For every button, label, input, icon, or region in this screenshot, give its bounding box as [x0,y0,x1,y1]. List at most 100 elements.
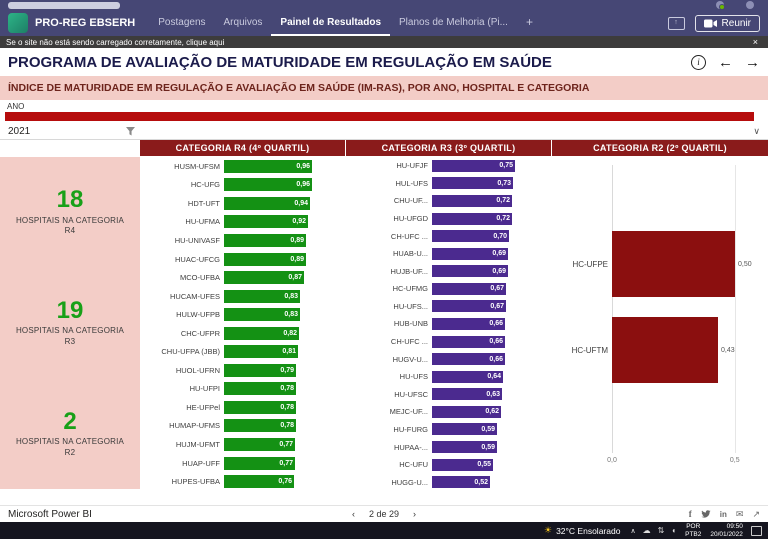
value-bar[interactable]: 0,89 [224,252,306,266]
value-bar[interactable]: 0,55 [432,458,493,471]
value-bar[interactable]: 0,63 [432,388,502,401]
chart-row: HC-UFG 0,96 [140,178,345,192]
value-label: 0,89 [290,255,304,263]
value-bar[interactable]: 0,78 [224,419,296,433]
value-bar[interactable]: 0,92 [224,215,308,229]
weather-widget[interactable]: ☀ 32°C Ensolarado [544,525,620,536]
action-center-icon[interactable] [750,525,762,536]
value-bar[interactable] [612,231,735,297]
value-bar[interactable]: 0,52 [432,476,490,489]
share-screen-icon[interactable]: ↑ [667,16,685,30]
value-bar[interactable]: 0,67 [432,282,506,295]
hospital-name: HUAP-UFF [182,458,220,468]
value-bar[interactable]: 0,78 [224,400,296,414]
year-dropdown[interactable]: 2021 ∨ [0,123,768,139]
next-page-icon[interactable]: › [413,509,417,519]
value-bar[interactable]: 0,89 [224,233,306,247]
value-bar[interactable]: 0,87 [224,271,304,285]
expand-icon[interactable]: ↗ [752,508,760,519]
tab-postagens[interactable]: Postagens [158,16,206,28]
chart-row: HU-UNIVASF 0,89 [140,233,345,247]
hospital-name: HU-UFSC [394,389,428,399]
chart-row: MCO-UFBA 0,87 [140,271,345,285]
value-bar[interactable]: 0,96 [224,159,312,173]
tab-planos-de-melhoria[interactable]: Planos de Melhoria (Pi... [399,16,508,28]
hospital-name: CH-UFC ... [390,337,428,347]
value-bar[interactable]: 0,79 [224,363,296,377]
value-bar[interactable]: 0,82 [224,326,299,340]
chart-row: HU-UFS 0,64 [346,370,548,384]
chart-row: HU-UFS... 0,67 [346,299,548,313]
value-bar[interactable] [612,317,718,383]
facebook-icon[interactable]: f [688,509,692,519]
language-indicator[interactable]: POR PTB2 [685,523,701,539]
value-bar[interactable]: 0,77 [224,437,295,451]
value-bar[interactable]: 0,96 [224,178,312,192]
value-bar[interactable]: 0,64 [432,370,503,383]
chart-row: HU-UFGD 0,72 [346,212,548,226]
value-bar[interactable]: 0,94 [224,196,310,210]
value-label: 0,83 [284,311,298,319]
volume-icon[interactable]: ◖ [671,526,677,535]
add-tab-button[interactable]: + [525,15,533,29]
chart-row: HC-UFTM 0,43 [552,317,768,383]
avatar[interactable] [716,1,725,10]
value-label: 0,94 [294,199,308,207]
notice-text[interactable]: Se o site não está sendo carregado corre… [6,37,225,47]
team-name: PRO-REG EBSERH [35,17,136,29]
close-icon[interactable]: × [752,37,758,47]
value-bar[interactable]: 0,81 [224,345,298,359]
chevron-down-icon[interactable]: ∨ [753,125,760,136]
chart-row: HUCAM-UFES 0,83 [140,289,345,303]
value-bar[interactable]: 0,59 [432,441,497,454]
hidden-icons-chevron[interactable]: ∧ [630,527,636,535]
tab-painel-de-resultados[interactable]: Painel de Resultados [271,10,391,36]
value-label: 0,50 [738,260,752,268]
value-bar[interactable]: 0,62 [432,405,501,418]
value-bar[interactable]: 0,73 [432,177,513,190]
value-bar[interactable]: 0,77 [224,456,295,470]
value-bar[interactable]: 0,75 [432,159,515,172]
value-bar[interactable]: 0,67 [432,300,506,313]
prev-page-icon[interactable]: ‹ [351,509,355,519]
twitter-icon[interactable] [701,509,711,519]
value-bar[interactable]: 0,66 [432,335,505,348]
filter-icon[interactable] [126,126,136,136]
value-bar[interactable]: 0,83 [224,308,300,322]
value-bar[interactable]: 0,72 [432,194,512,207]
value-bar[interactable]: 0,70 [432,230,509,243]
chart-row: HU-FURG 0,59 [346,422,548,436]
email-icon[interactable]: ✉ [735,508,744,519]
info-icon[interactable]: i [691,54,706,70]
linkedin-icon[interactable]: in [719,509,727,519]
clock[interactable]: 09:50 20/01/2022 [710,523,743,539]
chart-row: MEJC-UF... 0,62 [346,405,548,419]
profile-icon[interactable] [746,1,754,9]
hospital-name: HUL-UFS [395,178,428,188]
forward-arrow-icon[interactable]: → [745,53,760,71]
hospital-name: HU-UFPI [189,384,220,394]
value-label: 0,76 [278,478,292,486]
hospital-name: HU-UFGD [393,214,428,224]
search-input[interactable] [8,2,120,9]
value-bar[interactable]: 0,59 [432,423,497,436]
value-bar[interactable]: 0,69 [432,247,508,260]
hospital-name: HUJB-UF... [390,266,429,276]
meet-button[interactable]: Reunir [694,14,760,32]
hospital-name: HU-FURG [393,424,428,434]
value-bar[interactable]: 0,76 [224,475,294,489]
stat-label: HOSPITAIS NA CATEGORIA R4 [16,216,124,238]
value-bar[interactable]: 0,66 [432,353,505,366]
onedrive-icon[interactable]: ☁ [642,526,651,535]
back-arrow-icon[interactable]: ← [718,53,733,71]
tab-arquivos[interactable]: Arquivos [223,16,263,28]
network-icon[interactable]: ⇅ [657,526,665,535]
value-label: 0,72 [496,197,510,205]
value-bar[interactable]: 0,78 [224,382,296,396]
stat-label: HOSPITAIS NA CATEGORIA R2 [16,437,124,459]
value-bar[interactable]: 0,66 [432,317,505,330]
chart-row: HDT-UFT 0,94 [140,196,345,210]
value-bar[interactable]: 0,69 [432,265,508,278]
value-bar[interactable]: 0,72 [432,212,512,225]
value-bar[interactable]: 0,83 [224,289,300,303]
